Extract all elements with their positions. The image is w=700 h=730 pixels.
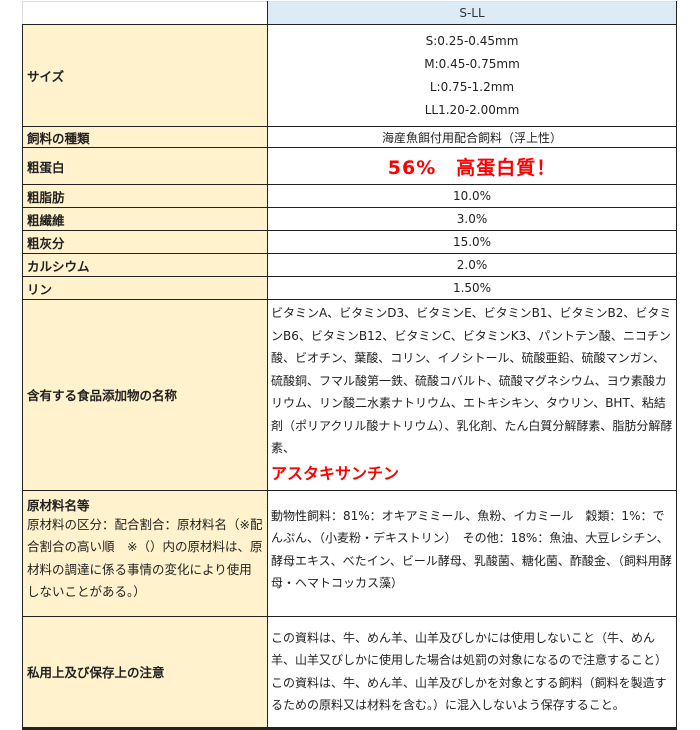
- ingredients-sublabel: 原材料の区分：配合割合：原材料名（※配合割合の高い順 ※（）内の原材料は、原材料…: [27, 516, 263, 600]
- ash-value: 15.0%: [267, 230, 677, 254]
- size-label: サイズ: [22, 24, 268, 127]
- row-ash: 粗灰分 15.0%: [22, 230, 677, 254]
- feed-type-label: 飼料の種類: [22, 126, 268, 148]
- ingredients-value: 動物性飼料：81%：オキアミミール、魚粉、イカミール 穀類：1%：でんぷん、（小…: [267, 489, 677, 617]
- protein-value: 56% 高蛋白質！: [267, 147, 677, 185]
- product-name: S-LL: [267, 1, 677, 25]
- row-ingredients: 原材料名等 原材料の区分：配合割合：原材料名（※配合割合の高い順 ※（）内の原材…: [22, 489, 677, 617]
- size-m: M:0.45-0.75mm: [424, 56, 520, 71]
- phosphorus-value: 1.50%: [267, 276, 677, 300]
- additives-value: ビタミンA、ビタミンD3、ビタミンE、ビタミンB1、ビタミンB2、ビタミンB6、…: [267, 299, 677, 491]
- header-row: S-LL: [22, 1, 677, 25]
- row-notes: 私用上及び保存上の注意 この資料は、牛、めん羊、山羊及びしかには使用しないこと（…: [22, 615, 677, 730]
- row-fiber: 粗繊維 3.0%: [22, 207, 677, 231]
- calcium-value: 2.0%: [267, 253, 677, 277]
- additives-list: ビタミンA、ビタミンD3、ビタミンE、ビタミンB1、ビタミンB2、ビタミンB6、…: [271, 306, 673, 455]
- size-l: L:0.75-1.2mm: [429, 79, 515, 94]
- size-s: S:0.25-0.45mm: [425, 33, 519, 48]
- ingredients-label: 原材料名等: [27, 497, 90, 513]
- fat-value: 10.0%: [267, 184, 677, 208]
- phosphorus-label: リン: [22, 276, 268, 300]
- row-phosphorus: リン 1.50%: [22, 276, 677, 300]
- additives-highlight: アスタキサンチン: [271, 463, 400, 483]
- feed-type-value: 海産魚餌付用配合飼料（浮上性）: [267, 126, 677, 148]
- spec-table: S-LL サイズ S:0.25-0.45mm M:0.45-0.75mm L:0…: [22, 1, 677, 730]
- size-ll: LL1.20-2.00mm: [424, 102, 520, 117]
- additives-label: 含有する食品添加物の名称: [22, 299, 268, 491]
- row-protein: 粗蛋白 56% 高蛋白質！: [22, 147, 677, 185]
- row-calcium: カルシウム 2.0%: [22, 253, 677, 277]
- row-fat: 粗脂肪 10.0%: [22, 184, 677, 208]
- notes-value: この資料は、牛、めん羊、山羊及びしかには使用しないこと（牛、めん羊、山羊又びしか…: [267, 615, 677, 730]
- ingredients-label-cell: 原材料名等 原材料の区分：配合割合：原材料名（※配合割合の高い順 ※（）内の原材…: [22, 489, 268, 617]
- header-label: [22, 1, 268, 25]
- row-size: サイズ S:0.25-0.45mm M:0.45-0.75mm L:0.75-1…: [22, 24, 677, 127]
- row-additives: 含有する食品添加物の名称 ビタミンA、ビタミンD3、ビタミンE、ビタミンB1、ビ…: [22, 299, 677, 491]
- fiber-label: 粗繊維: [22, 207, 268, 231]
- row-feed-type: 飼料の種類 海産魚餌付用配合飼料（浮上性）: [22, 126, 677, 148]
- fat-label: 粗脂肪: [22, 184, 268, 208]
- protein-label: 粗蛋白: [22, 147, 268, 185]
- notes-label: 私用上及び保存上の注意: [22, 615, 268, 730]
- size-values: S:0.25-0.45mm M:0.45-0.75mm L:0.75-1.2mm…: [267, 24, 677, 127]
- ash-label: 粗灰分: [22, 230, 268, 254]
- calcium-label: カルシウム: [22, 253, 268, 277]
- fiber-value: 3.0%: [267, 207, 677, 231]
